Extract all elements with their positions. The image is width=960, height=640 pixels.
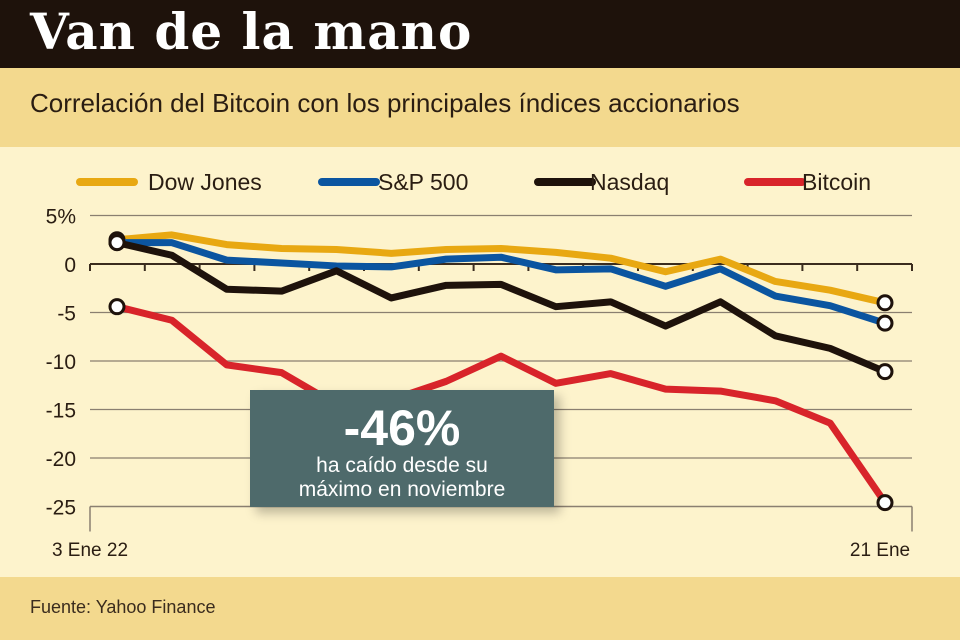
data-point-bitcoin bbox=[608, 371, 613, 376]
data-point-s-p-500 bbox=[444, 257, 449, 262]
data-point-s-p-500 bbox=[334, 263, 339, 268]
data-point-s-p-500 bbox=[279, 261, 284, 266]
data-point-s-p-500 bbox=[876, 314, 894, 332]
data-point-dow-jones bbox=[876, 294, 894, 312]
data-point-dow-jones bbox=[444, 247, 449, 252]
legend-label: Bitcoin bbox=[802, 169, 871, 195]
data-point-dow-jones bbox=[773, 279, 778, 284]
chart-title: Van de la mano bbox=[30, 2, 473, 61]
y-tick-label: -15 bbox=[46, 400, 76, 423]
data-point-s-p-500 bbox=[663, 284, 668, 289]
data-point-nasdaq bbox=[169, 253, 174, 258]
y-tick-label: -25 bbox=[46, 497, 76, 520]
data-point-bitcoin bbox=[718, 389, 723, 394]
data-point-s-p-500 bbox=[169, 240, 174, 245]
data-point-dow-jones bbox=[828, 288, 833, 293]
data-point-s-p-500 bbox=[224, 258, 229, 263]
data-point-nasdaq bbox=[499, 282, 503, 287]
data-point-s-p-500 bbox=[718, 266, 723, 271]
legend-label: Dow Jones bbox=[148, 169, 262, 195]
annotation-line1: ha caído desde su bbox=[316, 454, 488, 477]
data-point-bitcoin bbox=[444, 379, 449, 384]
x-tick-label: 21 Ene bbox=[850, 540, 910, 561]
y-tick-label: -5 bbox=[57, 303, 76, 326]
data-point-nasdaq bbox=[608, 299, 613, 304]
chart-subtitle: Correlación del Bitcoin con los principa… bbox=[30, 88, 740, 118]
data-point-dow-jones bbox=[334, 247, 339, 252]
data-point-s-p-500 bbox=[389, 264, 394, 269]
data-point-nasdaq bbox=[444, 283, 449, 288]
data-point-dow-jones bbox=[663, 269, 668, 274]
data-point-bitcoin bbox=[279, 370, 284, 375]
title-bar: Van de la mano bbox=[0, 0, 960, 68]
data-point-bitcoin bbox=[663, 387, 668, 392]
annotation-line2: máximo en noviembre bbox=[298, 478, 506, 501]
data-point-bitcoin bbox=[108, 298, 126, 316]
data-point-dow-jones bbox=[718, 257, 723, 262]
data-point-nasdaq bbox=[828, 346, 833, 351]
source-note: Fuente: Yahoo Finance bbox=[30, 597, 216, 617]
data-point-dow-jones bbox=[553, 250, 558, 255]
data-point-dow-jones bbox=[608, 256, 613, 261]
data-point-s-p-500 bbox=[499, 255, 503, 260]
x-tick-label: 3 Ene 22 bbox=[52, 540, 128, 561]
y-tick-label: -10 bbox=[46, 351, 76, 374]
data-point-dow-jones bbox=[224, 242, 229, 247]
data-point-nasdaq bbox=[718, 299, 723, 304]
data-point-nasdaq bbox=[773, 333, 778, 338]
data-point-nasdaq bbox=[108, 234, 126, 252]
data-point-s-p-500 bbox=[828, 303, 833, 308]
legend-label: S&P 500 bbox=[378, 169, 468, 195]
data-point-s-p-500 bbox=[553, 267, 558, 272]
data-point-bitcoin bbox=[499, 354, 503, 359]
annotation-box: -46% ha caído desde su máximo en noviemb… bbox=[250, 390, 554, 507]
data-point-bitcoin bbox=[169, 318, 174, 323]
data-point-nasdaq bbox=[553, 304, 558, 309]
data-point-dow-jones bbox=[169, 232, 174, 237]
data-point-nasdaq bbox=[663, 324, 668, 329]
data-point-bitcoin bbox=[876, 494, 894, 512]
data-point-dow-jones bbox=[389, 251, 394, 256]
line-chart: 5% 0 -5 -10 -15 -20 -25 3 Ene 22 21 Ene Dow Jones… bbox=[46, 169, 913, 561]
y-tick-label: 5% bbox=[46, 206, 76, 229]
data-point-bitcoin bbox=[773, 398, 778, 403]
footer-band: Fuente: Yahoo Finance bbox=[0, 577, 960, 640]
data-point-s-p-500 bbox=[608, 266, 613, 271]
data-point-nasdaq bbox=[389, 295, 394, 300]
data-point-nasdaq bbox=[224, 287, 229, 292]
data-point-bitcoin bbox=[224, 362, 229, 367]
data-point-nasdaq bbox=[279, 289, 284, 294]
data-point-bitcoin bbox=[828, 421, 833, 426]
y-tick-label: 0 bbox=[64, 254, 76, 277]
data-point-dow-jones bbox=[499, 246, 503, 251]
data-point-dow-jones bbox=[279, 246, 284, 251]
data-point-s-p-500 bbox=[773, 294, 778, 299]
y-tick-label: -20 bbox=[46, 448, 76, 471]
data-point-nasdaq bbox=[876, 363, 894, 381]
annotation-value: -46% bbox=[343, 400, 461, 456]
data-point-nasdaq bbox=[334, 268, 339, 273]
data-point-bitcoin bbox=[553, 381, 558, 386]
legend-label: Nasdaq bbox=[590, 169, 669, 195]
subtitle-band: Correlación del Bitcoin con los principa… bbox=[0, 68, 960, 147]
